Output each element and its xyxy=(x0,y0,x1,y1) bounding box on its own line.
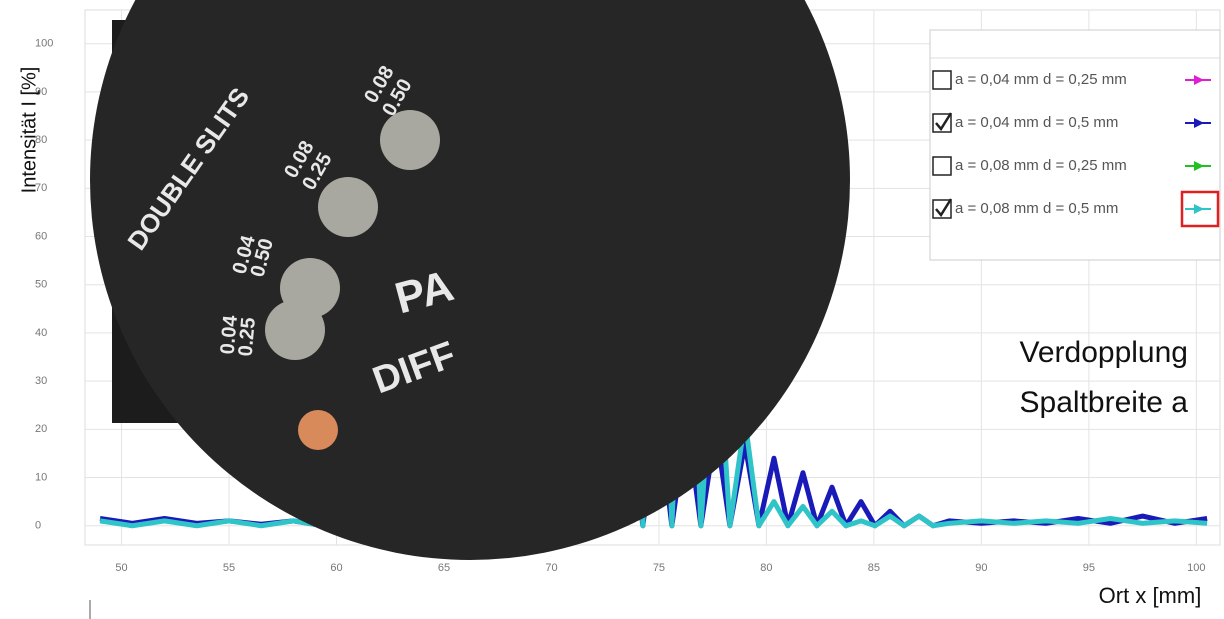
legend-highlight xyxy=(1180,190,1220,228)
x-tick-label: 75 xyxy=(653,562,665,574)
legend-marker xyxy=(1194,75,1204,85)
y-tick-label: 50 xyxy=(35,279,47,291)
y-tick-label: 10 xyxy=(35,471,47,483)
x-tick-label: 80 xyxy=(760,562,772,574)
inset-label: 0.04 xyxy=(217,314,242,356)
x-tick-label: 90 xyxy=(975,562,987,574)
y-tick-label: 80 xyxy=(35,134,47,146)
x-tick-label: 95 xyxy=(1083,562,1095,574)
x-tick-label: 100 xyxy=(1187,562,1205,574)
y-tick-label: 30 xyxy=(35,375,47,387)
legend-checkbox[interactable] xyxy=(932,70,952,90)
y-tick-label: 70 xyxy=(35,182,47,194)
y-tick-label: 20 xyxy=(35,423,47,435)
annotation: Verdopplung xyxy=(1020,336,1189,369)
y-axis-label: Intensität I [%] xyxy=(18,67,40,194)
x-tick-label: 70 xyxy=(545,562,557,574)
legend-marker xyxy=(1194,161,1204,171)
y-tick-label: 90 xyxy=(35,86,47,98)
legend-label: a = 0,08 mm d = 0,25 mm xyxy=(955,157,1127,174)
legend-checkmark xyxy=(935,112,953,132)
inset-label: 0.25 xyxy=(235,317,260,358)
legend-marker xyxy=(1194,118,1204,128)
legend-checkbox[interactable] xyxy=(932,156,952,176)
y-tick-label: 100 xyxy=(35,38,53,50)
y-tick-label: 60 xyxy=(35,230,47,242)
y-tick-label: 40 xyxy=(35,327,47,339)
annotation: Spaltbreite a xyxy=(1020,386,1189,419)
legend: a = 0,04 mm d = 0,25 mm a = 0,04 mm d = 0… xyxy=(929,29,1221,261)
inset-photo: DOUBLE SLITS 0.08 0.50 0.08 0.25 0.04 0.… xyxy=(90,0,850,560)
legend-label: a = 0,04 mm d = 0,5 mm xyxy=(955,114,1118,131)
legend-marker xyxy=(1194,204,1204,214)
x-axis-label: Ort x [mm] xyxy=(1099,583,1202,608)
x-tick-label: 65 xyxy=(438,562,450,574)
x-tick-label: 60 xyxy=(330,562,342,574)
x-tick-label: 55 xyxy=(223,562,235,574)
legend-label: a = 0,04 mm d = 0,25 mm xyxy=(955,71,1127,88)
legend-label: a = 0,08 mm d = 0,5 mm xyxy=(955,200,1118,217)
legend-checkmark xyxy=(935,198,953,218)
x-tick-label: 50 xyxy=(115,562,127,574)
y-tick-label: 0 xyxy=(35,520,41,532)
x-tick-label: 85 xyxy=(868,562,880,574)
